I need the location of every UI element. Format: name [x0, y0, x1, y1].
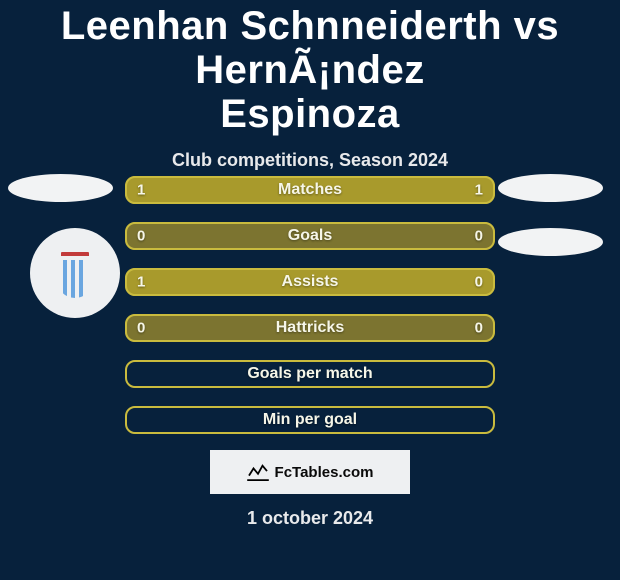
comparison-title: Leenhan Schnneiderth vs HernÃ¡ndez Espin…	[0, 0, 620, 136]
comparison-subtitle: Club competitions, Season 2024	[0, 150, 620, 171]
stat-bar: Matches1 1	[125, 176, 495, 204]
club-crest-shield	[57, 248, 93, 298]
stat-bar-label: Min per goal	[125, 411, 495, 429]
stat-value-left: 1	[137, 274, 145, 291]
stat-bar-label: Assists	[125, 273, 495, 291]
player-left-marker	[8, 174, 113, 202]
player-right-marker-2	[498, 228, 603, 256]
chart-icon	[247, 463, 269, 481]
stat-bars: Matches11Goals00Assists10Hattricks00Goal…	[125, 176, 495, 452]
stat-bar: Goals0 0	[125, 222, 495, 250]
stat-bar: Hattricks0 0	[125, 314, 495, 342]
watermark-box: FcTables.com	[210, 450, 410, 494]
watermark-text: FcTables.com	[275, 464, 374, 481]
stat-value-left: 1	[137, 182, 145, 199]
footer-date: 1 october 2024	[0, 508, 620, 529]
stat-value-right: 0	[475, 320, 483, 337]
club-crest-left	[30, 228, 120, 318]
stat-value-right: 0	[475, 228, 483, 245]
title-line-1: Leenhan Schnneiderth vs HernÃ¡ndez	[61, 4, 559, 92]
stat-value-right: 1	[475, 182, 483, 199]
player-right-marker-1	[498, 174, 603, 202]
stat-value-right: 0	[475, 274, 483, 291]
stat-bar-label: Goals	[125, 227, 495, 245]
stat-value-left: 0	[137, 320, 145, 337]
stat-bar-label: Goals per match	[125, 365, 495, 383]
stat-bar-label: Hattricks	[125, 319, 495, 337]
stat-bar: Assists1 0	[125, 268, 495, 296]
stat-value-left: 0	[137, 228, 145, 245]
stat-bar: Goals per match	[125, 360, 495, 388]
title-line-2: Espinoza	[220, 92, 400, 136]
stat-bar-label: Matches	[125, 181, 495, 199]
stat-bar: Min per goal	[125, 406, 495, 434]
